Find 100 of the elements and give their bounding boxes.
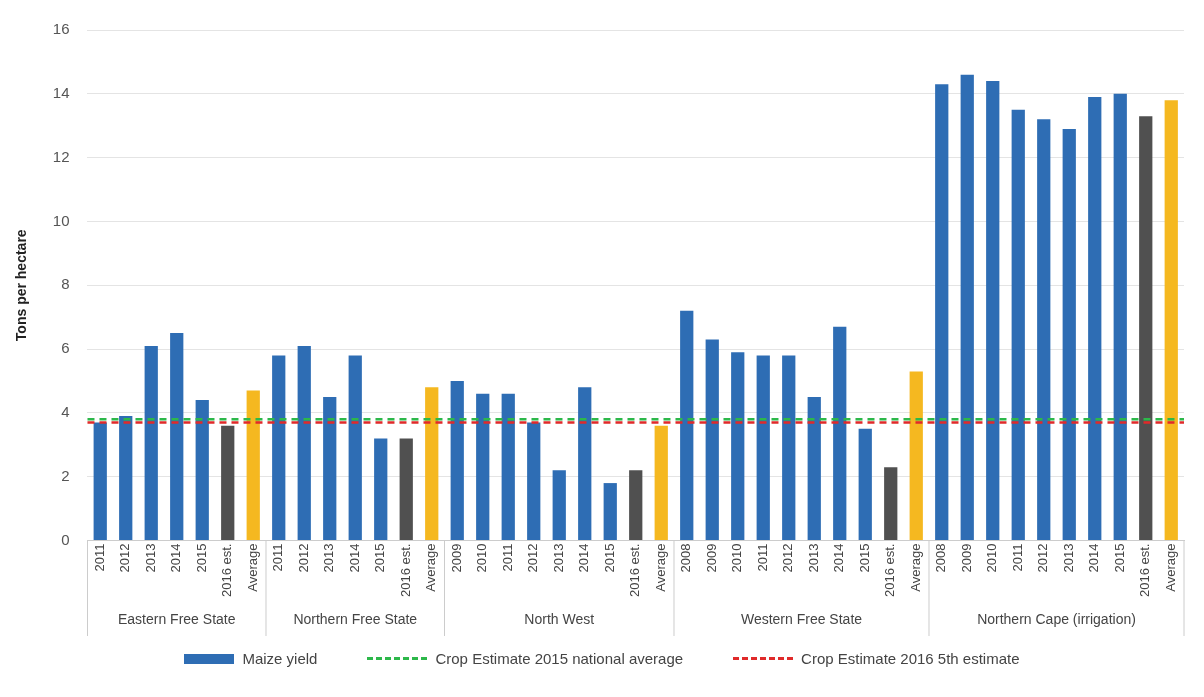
x-tick-label: 2012 <box>780 543 796 573</box>
x-tick-label: 2011 <box>754 543 770 572</box>
legend-label: Crop Estimate 2015 national average <box>435 650 684 667</box>
bar <box>731 352 745 541</box>
bar <box>1139 116 1153 541</box>
bar <box>807 396 821 541</box>
bar <box>374 438 388 541</box>
x-tick-label: 2016 est. <box>397 543 413 598</box>
bar <box>578 387 592 541</box>
bar <box>654 425 668 541</box>
x-tick-label: 2012 <box>117 543 133 573</box>
bar <box>935 84 949 541</box>
x-tick-label: Average <box>652 543 668 592</box>
bar <box>833 326 847 541</box>
x-tick-label: 2013 <box>321 543 337 573</box>
bar <box>119 416 133 541</box>
x-tick-label: 2011 <box>499 543 515 572</box>
x-tick-label: 2011 <box>91 543 107 572</box>
bar <box>450 380 464 541</box>
x-tick-label: 2016 est. <box>219 543 235 598</box>
bar <box>272 355 286 541</box>
x-tick-label: 2013 <box>550 543 566 573</box>
bar <box>170 333 184 541</box>
bar <box>246 390 260 541</box>
bar <box>297 345 311 541</box>
x-tick-label: 2012 <box>1035 543 1051 573</box>
bar <box>1062 128 1076 541</box>
x-tick-label: 2015 <box>601 543 617 573</box>
x-tick-label: 2013 <box>1060 543 1076 573</box>
bar <box>1088 97 1102 541</box>
x-tick-label: 2008 <box>933 543 949 573</box>
x-tick-label: 2015 <box>193 543 209 573</box>
bar <box>527 422 541 541</box>
x-tick-label: 2014 <box>1086 543 1102 573</box>
text: Northern Cape (irrigation) <box>977 610 1136 627</box>
x-tick-label: 2015 <box>1111 543 1127 573</box>
x-tick-label: 2014 <box>576 543 592 573</box>
x-tick-label: 2011 <box>270 543 286 572</box>
y-tick-label: 10 <box>52 211 70 229</box>
x-tick-label: 2013 <box>142 543 158 573</box>
bar <box>960 74 974 541</box>
x-tick-label: 2009 <box>958 543 974 573</box>
bar <box>501 393 515 541</box>
y-tick-label: 12 <box>52 147 70 165</box>
bar <box>425 387 439 541</box>
x-tick-label: 2010 <box>729 543 745 573</box>
bar <box>195 400 209 541</box>
x-tick-label: 2014 <box>346 543 362 573</box>
bar <box>1037 119 1051 541</box>
bar <box>884 467 898 541</box>
x-tick-label: 2008 <box>678 543 694 573</box>
bar <box>93 422 107 541</box>
y-tick-label: 8 <box>61 275 70 293</box>
x-tick-label: Average <box>1162 543 1178 592</box>
text: North West <box>524 610 595 627</box>
x-tick-label: 2010 <box>474 543 490 573</box>
bar <box>552 470 566 541</box>
bar <box>756 355 770 541</box>
bar <box>1113 93 1127 541</box>
bar <box>909 371 923 541</box>
x-tick-label: 2012 <box>295 543 311 573</box>
bar <box>858 428 872 541</box>
x-tick-label: 2016 est. <box>882 543 898 598</box>
y-tick-label: 0 <box>61 530 70 548</box>
x-tick-label: 2011 <box>1009 543 1025 572</box>
x-tick-label: 2015 <box>856 543 872 573</box>
y-tick-label: 14 <box>52 83 70 101</box>
y-axis-title: Tons per hectare <box>13 229 30 342</box>
legend-label: Maize yield <box>242 650 318 667</box>
x-tick-label: 2016 est. <box>1137 543 1153 598</box>
bar <box>629 470 643 541</box>
bar <box>323 396 337 541</box>
x-tick-label: 2016 est. <box>627 543 643 598</box>
bar <box>221 425 235 541</box>
y-tick-label: 4 <box>61 403 70 421</box>
text: Northern Free State <box>293 610 418 627</box>
bar <box>399 438 413 541</box>
x-tick-label: 2014 <box>168 543 184 573</box>
x-tick-label: Average <box>907 543 923 592</box>
y-tick-label: 6 <box>61 339 70 357</box>
x-tick-label: 2010 <box>984 543 1000 573</box>
x-tick-label: 2015 <box>372 543 388 573</box>
y-tick-label: 16 <box>52 20 70 38</box>
bar <box>680 310 694 541</box>
bar <box>705 339 719 541</box>
x-tick-label: Average <box>423 543 439 592</box>
bar <box>1011 109 1025 541</box>
x-tick-label: 2012 <box>525 543 541 573</box>
text: Eastern Free State <box>117 610 236 627</box>
x-tick-label: 2009 <box>703 543 719 573</box>
bar <box>1164 100 1178 541</box>
legend-label: Crop Estimate 2016 5th estimate <box>801 650 1020 667</box>
x-tick-label: 2013 <box>805 543 821 573</box>
bar <box>144 345 158 541</box>
bar <box>986 81 1000 541</box>
bar <box>603 483 617 541</box>
bar <box>476 393 490 541</box>
bar <box>782 355 796 541</box>
y-tick-label: 2 <box>61 466 70 484</box>
x-tick-label: 2009 <box>448 543 464 573</box>
